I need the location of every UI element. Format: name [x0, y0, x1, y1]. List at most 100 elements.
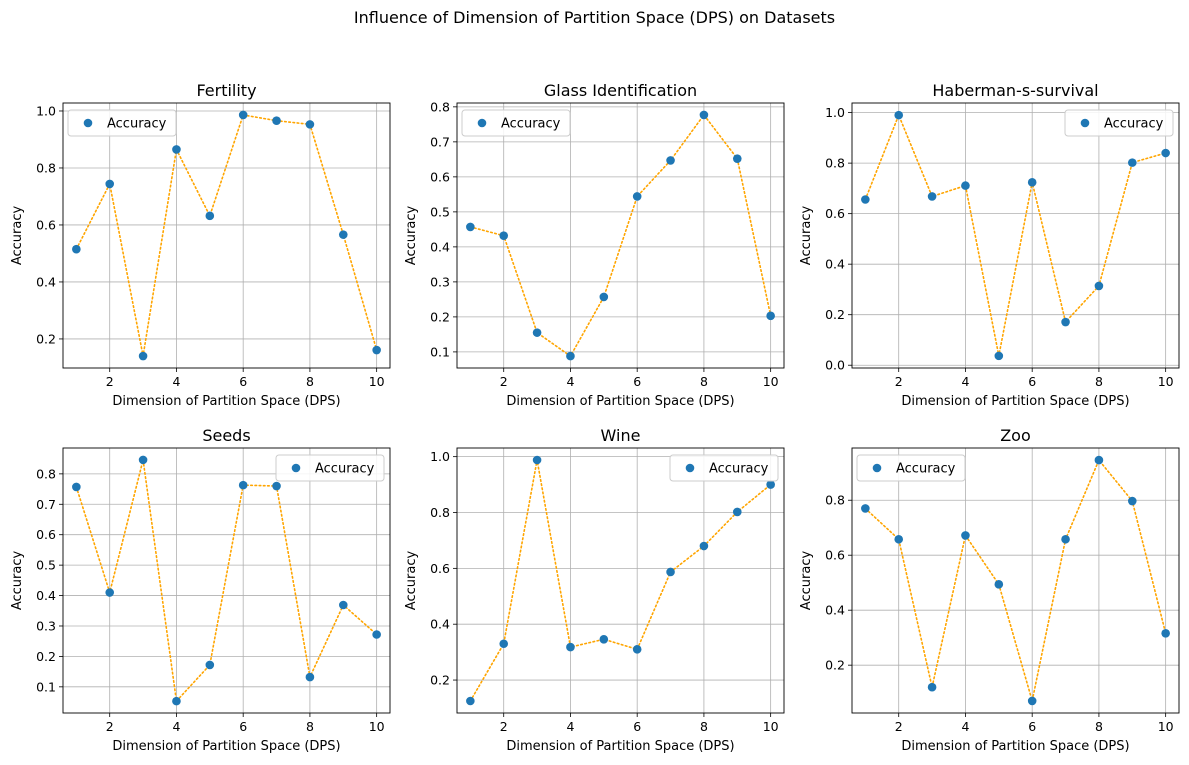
x-axis-label: Dimension of Partition Space (DPS)	[112, 739, 340, 754]
y-tick-label: 0.6	[825, 206, 845, 221]
data-point	[1161, 628, 1170, 638]
figure-title: Influence of Dimension of Partition Spac…	[354, 8, 835, 27]
legend: Accuracy	[67, 109, 177, 137]
legend: Accuracy	[275, 454, 385, 482]
data-point	[466, 696, 475, 706]
data-point	[172, 696, 181, 706]
y-axis-label: Accuracy	[10, 206, 25, 266]
data-point	[1094, 455, 1104, 465]
data-point	[1061, 317, 1070, 327]
data-point	[732, 154, 742, 163]
x-tick-label: 4	[566, 719, 574, 734]
legend: Accuracy	[856, 454, 966, 482]
data-point	[372, 630, 381, 639]
legend-label: Accuracy	[896, 462, 956, 477]
data-point	[272, 481, 281, 491]
x-tick-label: 6	[239, 719, 247, 734]
data-point	[305, 672, 315, 682]
y-tick-label: 0.0	[825, 358, 845, 373]
data-point	[566, 351, 575, 361]
x-tick-label: 6	[1028, 719, 1036, 734]
x-tick-label: 6	[1028, 374, 1036, 389]
x-tick-label: 4	[566, 374, 574, 389]
subplot-1: 2 4 6 8 10 0.1 0.2 0.3 0.4 0.5 0.6 0.7 0.8 Glass Iden…	[404, 81, 785, 409]
data-point	[72, 482, 81, 492]
x-tick-label: 2	[895, 374, 903, 389]
subplot-title: Fertility	[196, 81, 256, 100]
y-axis-label: Accuracy	[10, 551, 25, 611]
y-tick-label: 0.5	[36, 558, 56, 573]
y-tick-label: 1.0	[36, 103, 56, 118]
subplot-0: 2 4 6 8 10 0.2 0.4 0.6 0.8 1.0 Fertility Dimension …	[10, 81, 391, 409]
y-tick-label: 0.3	[36, 618, 56, 633]
y-tick-label: 0.5	[430, 204, 450, 219]
x-tick-label: 8	[700, 719, 708, 734]
x-tick-label: 2	[500, 719, 508, 734]
data-point	[961, 181, 970, 190]
x-tick-label: 2	[106, 374, 114, 389]
legend-marker	[872, 463, 882, 473]
subplot-title: Wine	[601, 426, 641, 445]
data-point	[238, 110, 248, 120]
x-axis-label: Dimension of Partition Space (DPS)	[506, 739, 734, 754]
data-point	[105, 179, 115, 189]
data-point	[105, 588, 115, 597]
data-point	[994, 580, 1004, 589]
x-tick-label: 10	[763, 719, 779, 734]
x-tick-label: 2	[106, 719, 114, 734]
data-point	[732, 507, 742, 517]
x-tick-label: 10	[1158, 719, 1174, 734]
data-point	[338, 230, 348, 239]
y-tick-label: 0.3	[430, 274, 450, 289]
y-tick-label: 0.7	[36, 497, 56, 512]
x-tick-label: 10	[1158, 374, 1174, 389]
data-point	[894, 534, 904, 544]
legend-marker	[1080, 118, 1090, 128]
y-tick-label: 0.2	[36, 649, 56, 664]
data-point	[599, 292, 609, 302]
data-point	[1027, 696, 1037, 706]
data-point	[1161, 148, 1170, 158]
y-tick-label: 0.1	[36, 679, 56, 694]
data-point	[766, 311, 775, 321]
y-axis-label: Accuracy	[799, 551, 814, 611]
data-point	[1127, 158, 1137, 167]
legend-box	[67, 109, 177, 137]
x-axis-label: Dimension of Partition Space (DPS)	[112, 394, 340, 409]
legend-marker	[291, 463, 301, 473]
legend-box	[275, 454, 385, 482]
axes-frame	[456, 102, 785, 369]
accuracy-trend-line	[864, 458, 1167, 702]
subplot-4: 2 4 6 8 10 0.2 0.4 0.6 0.8 1.0 Wine Dimension of Pa…	[404, 426, 785, 754]
subplot-title: Haberman-s-survival	[932, 81, 1098, 100]
x-tick-label: 4	[172, 374, 180, 389]
x-tick-label: 6	[633, 719, 641, 734]
legend-box	[1064, 109, 1174, 137]
data-point	[466, 222, 475, 232]
axes-frame	[456, 447, 785, 714]
data-point	[699, 110, 709, 120]
data-point	[961, 531, 970, 540]
y-tick-label: 0.8	[430, 99, 450, 114]
data-point	[532, 455, 542, 465]
y-tick-label: 0.4	[825, 257, 845, 272]
data-point	[632, 192, 642, 201]
data-point	[138, 455, 148, 465]
data-point	[699, 541, 709, 551]
data-point	[632, 645, 642, 654]
legend-label: Accuracy	[709, 462, 769, 477]
accuracy-trend-line	[469, 459, 772, 702]
data-point	[1094, 281, 1104, 291]
axes-frame	[62, 447, 391, 714]
y-tick-label: 0.4	[825, 603, 845, 618]
y-tick-label: 1.0	[825, 105, 845, 120]
data-point	[666, 567, 675, 577]
x-tick-label: 8	[1095, 374, 1103, 389]
x-tick-label: 8	[700, 374, 708, 389]
x-axis-label: Dimension of Partition Space (DPS)	[506, 394, 734, 409]
legend-label: Accuracy	[501, 117, 561, 132]
data-point	[238, 480, 248, 490]
data-point	[72, 244, 81, 254]
subplot-5: 2 4 6 8 10 0.2 0.4 0.6 0.8 Zoo Dimension of Partit…	[799, 426, 1180, 754]
